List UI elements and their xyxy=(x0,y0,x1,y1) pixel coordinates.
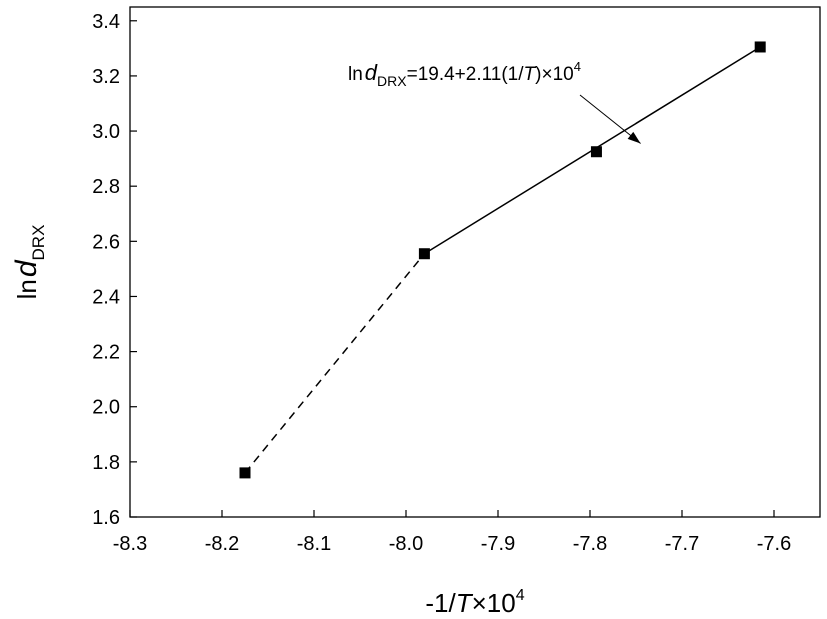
y-tick-label: 2.8 xyxy=(92,176,120,198)
x-label-exp: 4 xyxy=(516,587,525,604)
x-tick-label: -8.0 xyxy=(389,533,423,555)
x-tick-label: -8.1 xyxy=(297,533,331,555)
x-label-var: T xyxy=(456,588,474,618)
x-label-times: ×10 xyxy=(472,588,516,618)
eq-exp: 4 xyxy=(574,59,581,74)
eq-tail: )×10 xyxy=(535,64,574,85)
eq-sub: DRX xyxy=(377,73,407,89)
x-tick-label: -8.2 xyxy=(205,533,239,555)
eq-body: =19.4+2.11(1/ xyxy=(407,64,525,85)
y-axis-label: ln dDRX xyxy=(10,225,48,300)
data-point xyxy=(418,248,430,260)
x-tick-label: -7.7 xyxy=(665,533,699,555)
data-points xyxy=(239,41,766,479)
x-tick-label: -7.8 xyxy=(573,533,607,555)
y-label-var: d xyxy=(10,259,43,277)
eq-ln: ln xyxy=(348,64,363,85)
y-tick-label: 1.8 xyxy=(92,452,120,474)
x-label-prefix: -1/ xyxy=(425,588,456,618)
y-tick-label: 3.2 xyxy=(92,66,120,88)
y-tick-label: 1.6 xyxy=(92,507,120,529)
eq-var-d: d xyxy=(365,60,378,85)
y-tick-label: 3.4 xyxy=(92,11,120,33)
y-tick-label: 2.0 xyxy=(92,397,120,419)
y-label-main: ln xyxy=(12,279,42,299)
x-tick-label: -7.9 xyxy=(481,533,515,555)
y-tick-label: 2.6 xyxy=(92,231,120,253)
data-point xyxy=(239,467,251,479)
x-axis-ticks: -8.3 -8.2 -8.1 -8.0 -7.9 -7.8 -7.7 -7.6 xyxy=(113,510,791,555)
plot-frame xyxy=(129,6,821,518)
eq-var-t: T xyxy=(524,64,537,85)
annotation-arrowhead xyxy=(627,131,641,144)
dashed-extension-line xyxy=(244,253,425,474)
y-label-sub: DRX xyxy=(29,225,48,261)
data-point xyxy=(590,146,602,158)
x-axis-label: -1/T×104 xyxy=(425,587,524,618)
y-axis-ticks: 1.6 1.8 2.0 2.2 2.4 2.6 2.8 3.0 3.2 3.4 xyxy=(92,11,137,529)
y-tick-label: 3.0 xyxy=(92,121,120,143)
y-tick-label: 2.4 xyxy=(92,286,120,308)
x-tick-label: -7.6 xyxy=(757,533,791,555)
equation-annotation: lndDRX=19.4+2.11(1/T)×104 xyxy=(348,59,581,89)
y-tick-label: 2.2 xyxy=(92,342,120,364)
data-point xyxy=(754,41,766,53)
x-tick-label: -8.3 xyxy=(113,533,147,555)
